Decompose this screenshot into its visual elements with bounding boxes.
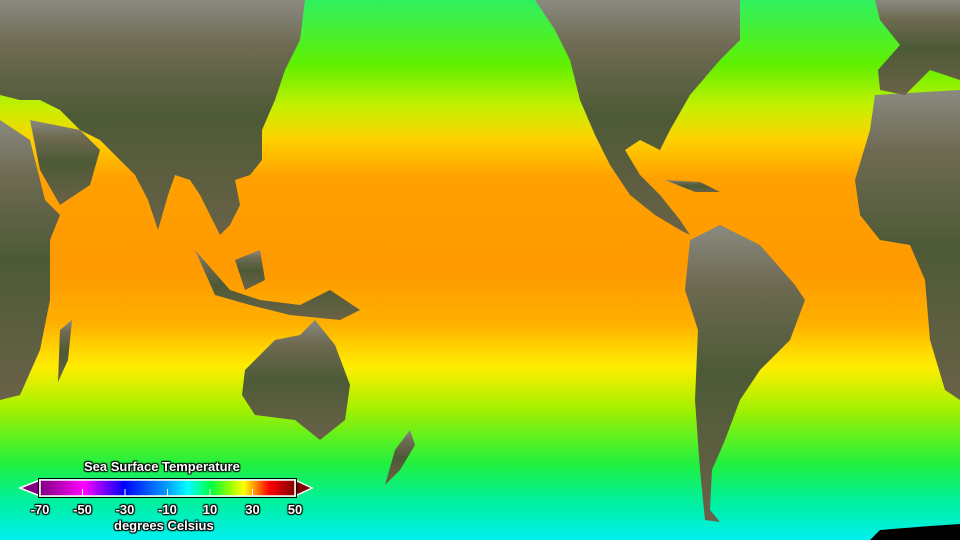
africa-east xyxy=(855,90,960,400)
colorbar-outline xyxy=(38,478,297,498)
antarctica-nodata xyxy=(870,524,960,540)
legend-units: degrees Celsius xyxy=(114,518,214,533)
colorbar-tick-label: -50 xyxy=(73,502,92,517)
legend-title: Sea Surface Temperature xyxy=(84,459,240,474)
north-america xyxy=(535,0,740,235)
indonesia xyxy=(195,250,360,320)
colorbar-tick-label: -70 xyxy=(30,502,50,517)
new-zealand xyxy=(385,430,415,485)
landmasses xyxy=(0,0,960,522)
colorbar-tick-label: 50 xyxy=(287,502,303,517)
colorbar-tick-label: 10 xyxy=(202,502,218,517)
colorbar-tick-label: -10 xyxy=(158,502,177,517)
asia xyxy=(0,0,305,235)
africa-west xyxy=(0,120,60,400)
south-america xyxy=(685,225,805,522)
colorbar-tick-label: 30 xyxy=(245,502,260,517)
europe xyxy=(875,0,960,95)
borneo xyxy=(235,250,265,290)
cuba xyxy=(665,180,720,192)
colorbar xyxy=(17,478,314,498)
arabia xyxy=(30,120,100,205)
colorbar-tick-label: -30 xyxy=(115,502,135,517)
madagascar xyxy=(58,320,72,382)
australia xyxy=(242,320,350,440)
